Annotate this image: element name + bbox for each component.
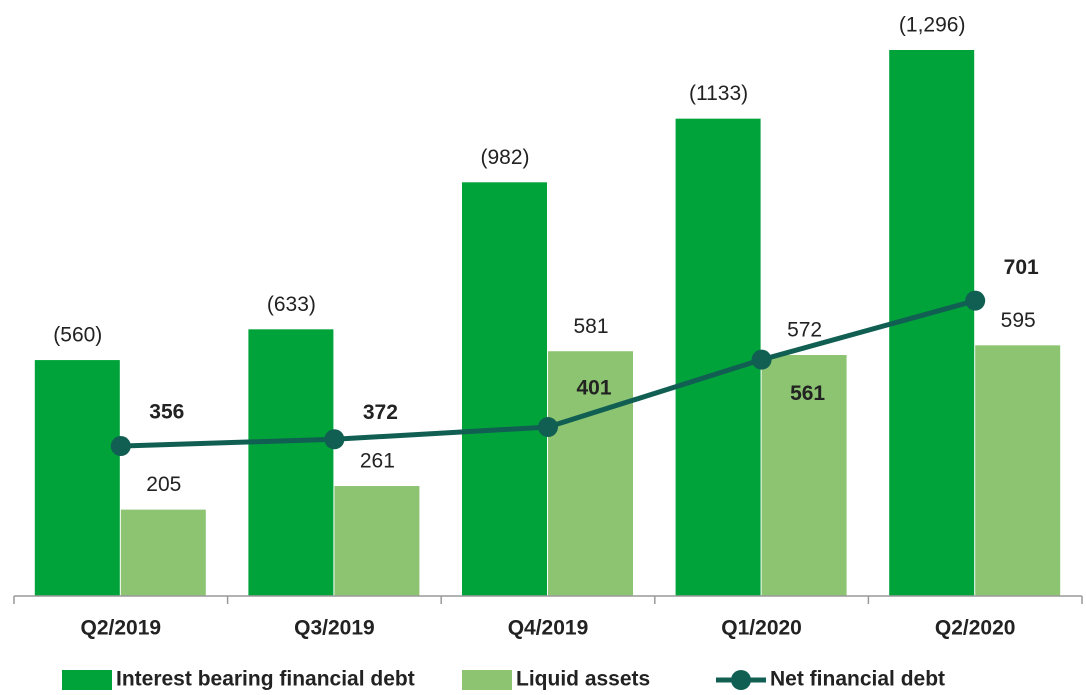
bar [675,118,761,596]
line-marker [538,417,558,438]
bar [248,329,334,596]
data-label: 401 [576,377,611,400]
data-label: (560) [53,324,102,347]
bar [462,182,547,596]
line-marker [965,290,986,311]
legend-label: Net financial debt [770,668,945,691]
x-tick-label: Q4/2019 [508,617,589,640]
bar [120,509,206,596]
legend-label: Liquid assets [516,668,650,691]
line-marker [751,349,772,370]
legend-swatch [731,670,751,690]
line-marker [324,429,345,450]
data-label: 372 [363,401,398,424]
data-label: 581 [573,315,608,338]
x-tick-label: Q1/2020 [721,617,802,640]
data-label: 205 [146,473,181,496]
data-label: 561 [790,382,825,405]
data-label: 595 [1001,309,1036,332]
legend-swatch [462,670,512,690]
legend-label: Interest bearing financial debt [116,668,415,691]
bar [975,345,1061,596]
data-label: 701 [1004,256,1039,279]
data-label: (1,296) [899,14,966,37]
bar [548,351,633,596]
x-tick-label: Q2/2019 [81,617,162,640]
x-tick-label: Q3/2019 [294,617,375,640]
data-label: 572 [787,319,822,342]
data-label: (982) [480,146,529,169]
bar [334,486,420,596]
data-label: 261 [360,450,395,473]
line-marker [110,436,131,457]
data-label: (633) [267,293,316,316]
legend-swatch [62,670,112,690]
bar [761,355,847,596]
x-tick-label: Q2/2020 [935,617,1016,640]
data-label: (1133) [689,82,748,105]
bar [34,360,120,596]
data-label: 356 [149,401,184,424]
